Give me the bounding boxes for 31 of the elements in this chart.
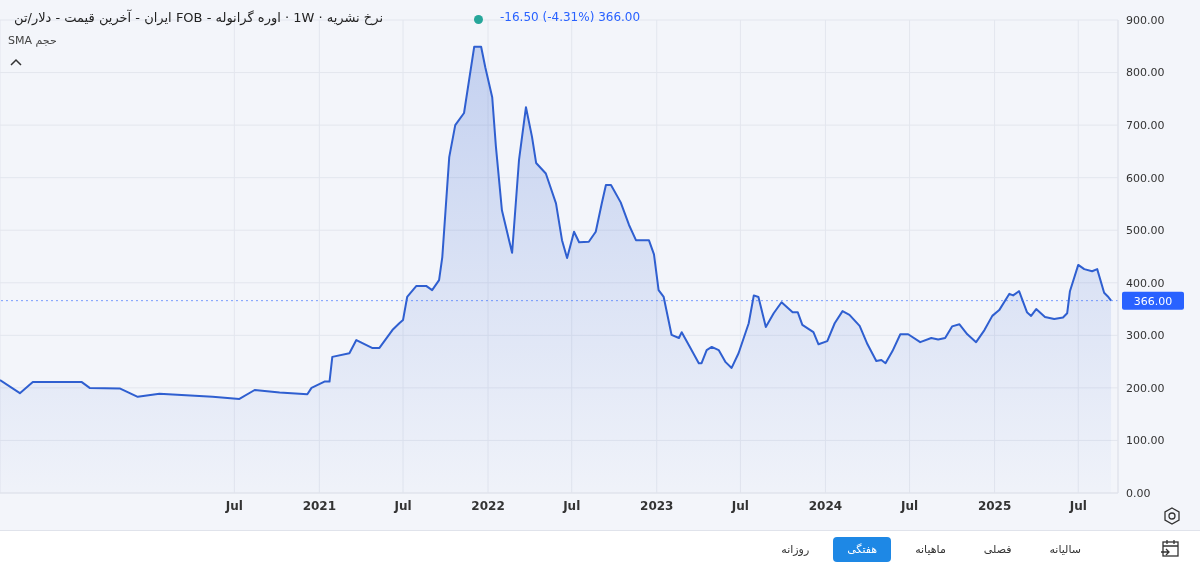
annotation: حجم bbox=[35, 34, 57, 47]
x-tick-label: Jul bbox=[900, 498, 919, 513]
y-tick-label: 700.00 bbox=[1126, 119, 1165, 133]
y-tick-label: 100.00 bbox=[1126, 434, 1165, 448]
chart-title: نرخ نشریه · 1W · اوره گرانوله - FOB ایران - آخرین قیمت - دلار/تن bbox=[14, 10, 384, 25]
text: سالیانه bbox=[1048, 542, 1082, 558]
y-tick-label: 300.00 bbox=[1126, 329, 1165, 343]
text: هفتگی bbox=[833, 537, 892, 562]
annotation: SMA bbox=[8, 34, 32, 47]
x-tick-label: 2025 bbox=[977, 498, 1012, 513]
x-tick-label: Jul bbox=[393, 498, 412, 513]
x-tick-label: Jul bbox=[730, 498, 749, 513]
y-tick-label: 0.00 bbox=[1126, 486, 1151, 500]
text: روزانه bbox=[780, 542, 811, 558]
x-tick-label: Jul bbox=[1068, 498, 1087, 513]
y-tick-label: 900.00 bbox=[1126, 13, 1165, 27]
x-tick-label: 2021 bbox=[302, 498, 337, 513]
y-tick-label: 200.00 bbox=[1126, 381, 1165, 395]
x-tick-label: 2022 bbox=[471, 498, 505, 513]
y-tick-label: 800.00 bbox=[1126, 66, 1165, 80]
text: فصلی bbox=[982, 542, 1013, 558]
x-tick-label: Jul bbox=[562, 498, 581, 513]
y-tick-label: 400.00 bbox=[1126, 276, 1165, 290]
ref-line-label: 366.00 bbox=[1133, 294, 1173, 308]
x-tick-label: Jul bbox=[224, 498, 243, 513]
x-tick-label: 2023 bbox=[640, 498, 674, 513]
x-tick-label: 2024 bbox=[808, 498, 843, 513]
annotation: -16.50 (-4.31%) 366.00 bbox=[500, 10, 641, 24]
y-tick-label: 500.00 bbox=[1126, 224, 1165, 238]
text: ماهیانه bbox=[914, 542, 947, 558]
y-tick-label: 600.00 bbox=[1126, 171, 1165, 185]
